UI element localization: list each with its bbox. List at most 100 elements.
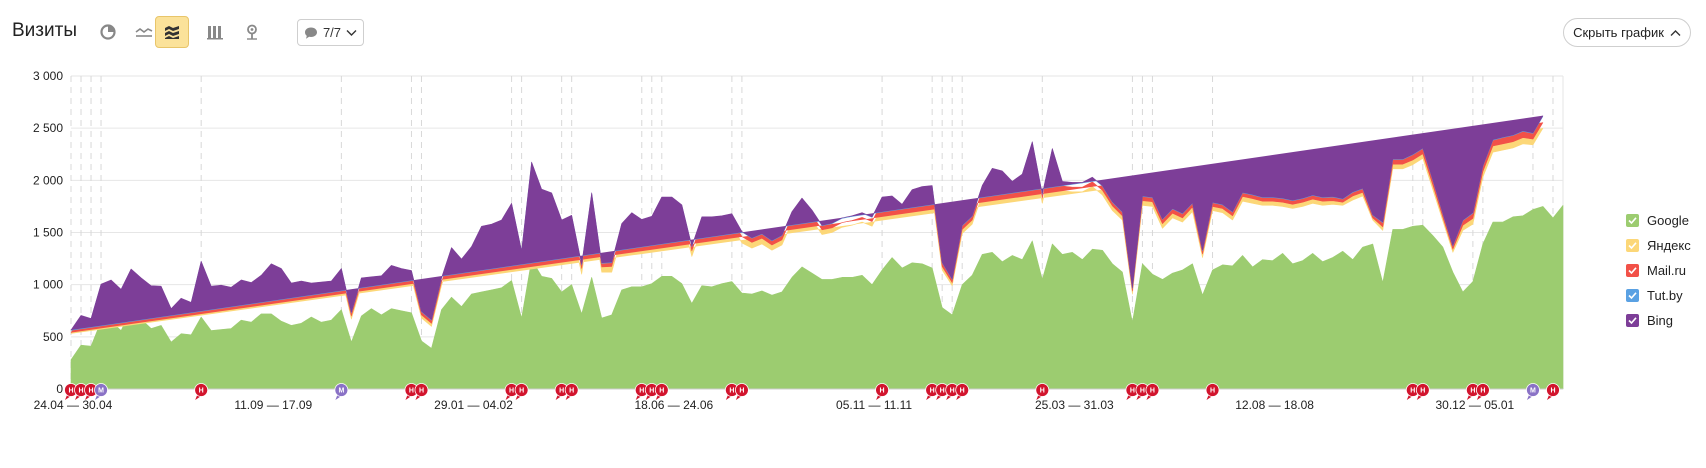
legend-item[interactable]: Tut.by xyxy=(1626,283,1691,308)
x-date-label: 18.06 — 24.06 xyxy=(634,398,713,412)
annotation-label: Н xyxy=(1140,388,1145,395)
annotation-marker[interactable]: Н xyxy=(1405,383,1420,401)
checkbox-checked-icon[interactable] xyxy=(1626,264,1639,277)
x-date-label: 30.12 — 05.01 xyxy=(1436,398,1515,412)
pie-chart-button[interactable] xyxy=(91,16,125,48)
annotation-label: Н xyxy=(569,388,574,395)
y-tick-label: 1 000 xyxy=(33,278,63,292)
annotation-marker[interactable]: Н xyxy=(875,383,889,401)
legend-label: Bing xyxy=(1647,313,1674,328)
annotation-label: Н xyxy=(1410,388,1415,395)
annotation-bubble xyxy=(1145,383,1160,397)
annotation-label: Н xyxy=(649,388,654,395)
annotation-marker[interactable]: Н xyxy=(955,383,970,401)
comments-filter-button[interactable]: 7/7 xyxy=(297,19,364,46)
annotation-label: Н xyxy=(940,388,945,395)
annotation-marker[interactable]: М xyxy=(334,383,349,401)
annotation-label: Н xyxy=(1040,388,1045,395)
annotation-label: Н xyxy=(639,388,644,395)
annotation-label: Н xyxy=(68,388,73,395)
line-chart-icon xyxy=(135,28,153,37)
annotation-label: М xyxy=(338,388,344,395)
annotation-bubble xyxy=(194,383,209,397)
annotation-marker[interactable]: Н xyxy=(1415,383,1430,401)
annotation-marker[interactable]: Н xyxy=(414,383,429,401)
annotation-label: Н xyxy=(409,388,414,395)
annotation-marker[interactable]: Н xyxy=(514,383,529,401)
line-chart-button[interactable] xyxy=(127,16,161,48)
annotation-marker[interactable]: Н xyxy=(634,383,649,401)
annotation-marker[interactable]: Н xyxy=(1546,383,1560,401)
annotation-label: Н xyxy=(739,388,744,395)
annotation-label: Н xyxy=(1130,388,1135,395)
x-date-label: 29.01 — 04.02 xyxy=(434,398,513,412)
column-chart-icon xyxy=(207,26,223,40)
annotation-marker[interactable]: Н xyxy=(1125,383,1140,401)
annotation-label: Н xyxy=(880,388,885,395)
column-chart-button[interactable] xyxy=(198,16,232,48)
annotation-marker[interactable]: Н xyxy=(654,383,669,401)
area-bing xyxy=(70,115,1544,331)
annotation-label: Н xyxy=(509,388,514,395)
x-date-label: 05.11 — 11.11 xyxy=(836,398,912,412)
checkbox-checked-icon[interactable] xyxy=(1626,314,1639,327)
annotation-marker[interactable]: М xyxy=(1526,383,1540,401)
annotation-label: Н xyxy=(519,388,524,395)
annotation-marker[interactable]: Н xyxy=(1475,383,1490,401)
annotation-bubble xyxy=(94,383,108,397)
annotation-marker[interactable]: М xyxy=(94,383,108,401)
annotation-label: Н xyxy=(199,388,204,395)
y-tick-label: 2 500 xyxy=(33,121,63,135)
legend-label: Яндекс xyxy=(1647,238,1691,253)
annotation-label: Н xyxy=(950,388,955,395)
annotation-marker[interactable]: Н xyxy=(1035,383,1050,401)
annotation-label: М xyxy=(1530,388,1536,395)
legend-label: Tut.by xyxy=(1647,288,1683,303)
annotation-label: Н xyxy=(729,388,734,395)
y-tick-label: 3 000 xyxy=(33,69,63,83)
y-tick-label: 500 xyxy=(43,330,63,344)
checkbox-checked-icon[interactable] xyxy=(1626,214,1639,227)
checkbox-checked-icon[interactable] xyxy=(1626,289,1639,302)
area-chart-button[interactable] xyxy=(155,16,189,48)
annotation-label: Н xyxy=(1470,388,1475,395)
area-chart-icon xyxy=(165,26,179,39)
annotation-label: М xyxy=(98,388,104,395)
annotation-marker[interactable]: Н xyxy=(1145,383,1160,401)
annotation-marker[interactable]: Н xyxy=(504,383,519,401)
speech-bubble-icon xyxy=(304,27,317,39)
map-icon xyxy=(247,24,257,40)
annotation-bubble xyxy=(564,383,579,397)
chart-title: Визиты xyxy=(12,20,77,41)
hide-chart-label: Скрыть график xyxy=(1573,25,1664,40)
checkbox-checked-icon[interactable] xyxy=(1626,239,1639,252)
y-tick-label: 1 500 xyxy=(33,226,63,240)
annotation-marker[interactable]: Н xyxy=(194,383,209,401)
legend-label: Mail.ru xyxy=(1647,263,1687,278)
annotation-label: Н xyxy=(930,388,935,395)
legend-item[interactable]: Mail.ru xyxy=(1626,258,1691,283)
chevron-up-icon xyxy=(1670,29,1681,36)
annotation-bubble xyxy=(1035,383,1050,397)
annotation-bubble xyxy=(654,383,669,397)
map-button[interactable] xyxy=(235,16,269,48)
legend-item[interactable]: Bing xyxy=(1626,308,1691,333)
annotation-marker[interactable]: Н xyxy=(564,383,579,401)
annotation-marker[interactable]: Н xyxy=(734,383,749,401)
annotation-marker[interactable]: Н xyxy=(1205,383,1220,401)
annotation-bubble xyxy=(1546,383,1560,397)
annotation-bubble xyxy=(734,383,749,397)
chart-toolbar: Визиты xyxy=(0,0,1706,62)
annotation-marker[interactable]: Н xyxy=(724,383,739,401)
stacked-area-chart: 0 500 1 000 1 500 2 000 2 500 3 000 24.04 — 30.… xyxy=(33,69,1564,412)
hide-chart-button[interactable]: Скрыть график xyxy=(1563,18,1691,47)
annotation-label: Н xyxy=(960,388,965,395)
annotation-bubble xyxy=(414,383,429,397)
legend-item[interactable]: Яндекс xyxy=(1626,233,1691,258)
annotation-bubble xyxy=(1415,383,1430,397)
x-date-label: 25.03 — 31.03 xyxy=(1035,398,1114,412)
x-date-label: 11.09 — 17.09 xyxy=(234,398,312,412)
chart-legend: Google Яндекс Mail.ru Tut.by Bing xyxy=(1626,208,1691,333)
annotation-marker[interactable]: Н xyxy=(945,383,960,401)
legend-item[interactable]: Google xyxy=(1626,208,1691,233)
